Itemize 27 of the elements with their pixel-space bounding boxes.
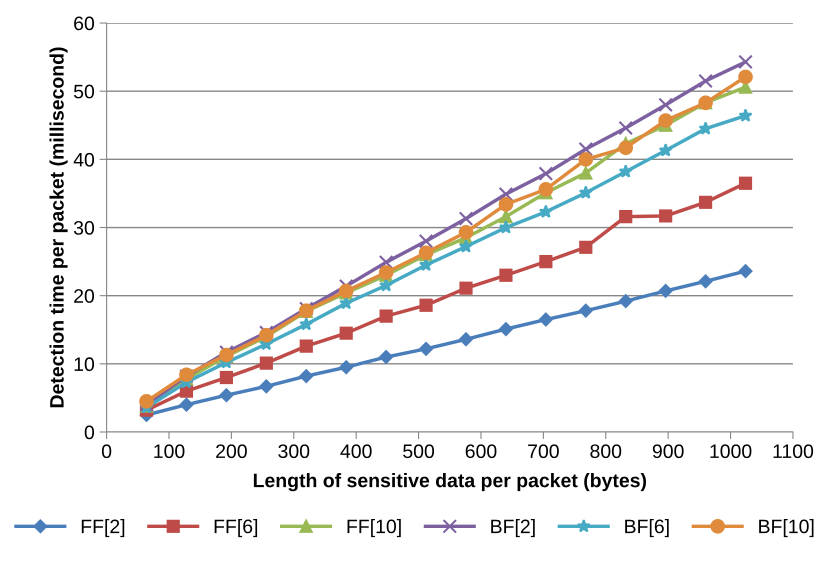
legend-label: BF[6] [625, 519, 669, 538]
y-tick-label: 10 [74, 357, 94, 372]
legend-label: BF[10] [759, 519, 814, 538]
y-tick-label: 20 [74, 289, 94, 303]
x-tick-label: 1100 [774, 444, 814, 458]
y-tick-label: 60 [74, 16, 94, 30]
legend-label: FF[10] [348, 519, 401, 538]
x-tick-label: 600 [466, 444, 496, 458]
x-tick-label: 500 [403, 444, 434, 458]
y-tick-label: 30 [74, 220, 94, 235]
x-tick-label: 200 [216, 444, 247, 458]
x-axis-title: Length of sensitive data per packet (bytes) [254, 473, 646, 492]
x-tick-label: 400 [340, 444, 372, 458]
y-tick-label: 50 [74, 84, 94, 98]
y-axis-title: Detection time per packet (millisecond) [49, 47, 68, 408]
x-tick-label: 0 [102, 444, 112, 458]
y-tick-label: 0 [84, 425, 94, 440]
x-tick-label: 1000 [710, 444, 752, 458]
x-tick-label: 700 [528, 444, 559, 458]
y-tick-label: 40 [74, 152, 94, 167]
x-tick-label: 300 [278, 444, 310, 458]
x-tick-label: 800 [590, 444, 622, 458]
x-tick-label: 900 [652, 444, 684, 458]
x-tick-label: 100 [154, 444, 184, 458]
legend-label: FF[2] [82, 519, 124, 538]
legend-label: FF[6] [214, 519, 258, 538]
legend-label: BF[2] [491, 519, 535, 538]
